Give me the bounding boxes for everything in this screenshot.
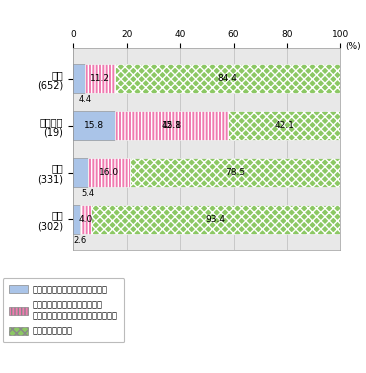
Bar bbox=[87, 158, 130, 187]
Bar bbox=[80, 205, 91, 234]
Bar bbox=[73, 158, 87, 187]
Bar bbox=[228, 111, 340, 140]
Bar bbox=[85, 65, 115, 94]
Bar bbox=[73, 205, 80, 234]
Text: 93.4: 93.4 bbox=[206, 215, 225, 224]
Bar bbox=[130, 158, 340, 187]
Bar bbox=[73, 111, 115, 140]
Bar bbox=[130, 158, 340, 187]
Text: 11.2: 11.2 bbox=[90, 75, 110, 84]
Text: 84.4: 84.4 bbox=[218, 75, 238, 84]
Text: 16.0: 16.0 bbox=[99, 168, 119, 177]
Bar bbox=[115, 65, 340, 94]
Text: 5.4: 5.4 bbox=[81, 189, 94, 198]
Bar bbox=[115, 111, 228, 140]
Bar bbox=[91, 205, 340, 234]
Bar bbox=[80, 205, 91, 234]
Text: 42.1: 42.1 bbox=[162, 121, 182, 130]
Text: 15.8: 15.8 bbox=[84, 121, 104, 130]
Bar bbox=[115, 65, 340, 94]
Bar bbox=[87, 158, 130, 187]
Text: 15.8: 15.8 bbox=[162, 121, 182, 130]
Bar bbox=[228, 111, 340, 140]
Bar bbox=[115, 111, 228, 140]
Text: 2.6: 2.6 bbox=[74, 236, 87, 245]
Bar bbox=[85, 65, 115, 94]
Text: 78.5: 78.5 bbox=[225, 168, 245, 177]
Text: 4.4: 4.4 bbox=[78, 95, 92, 104]
Bar bbox=[73, 65, 85, 94]
Text: 4.0: 4.0 bbox=[78, 215, 93, 224]
Text: 42.1: 42.1 bbox=[274, 121, 294, 130]
Bar bbox=[91, 205, 340, 234]
Legend: 自ら主体となって取り組んでいる, 自ら主体となってはいないが、
地域内で取り組みがおこなわれている, 取り組んでいない: 自ら主体となって取り組んでいる, 自ら主体となってはいないが、 地域内で取り組み… bbox=[3, 278, 124, 342]
Text: (%): (%) bbox=[346, 42, 361, 51]
